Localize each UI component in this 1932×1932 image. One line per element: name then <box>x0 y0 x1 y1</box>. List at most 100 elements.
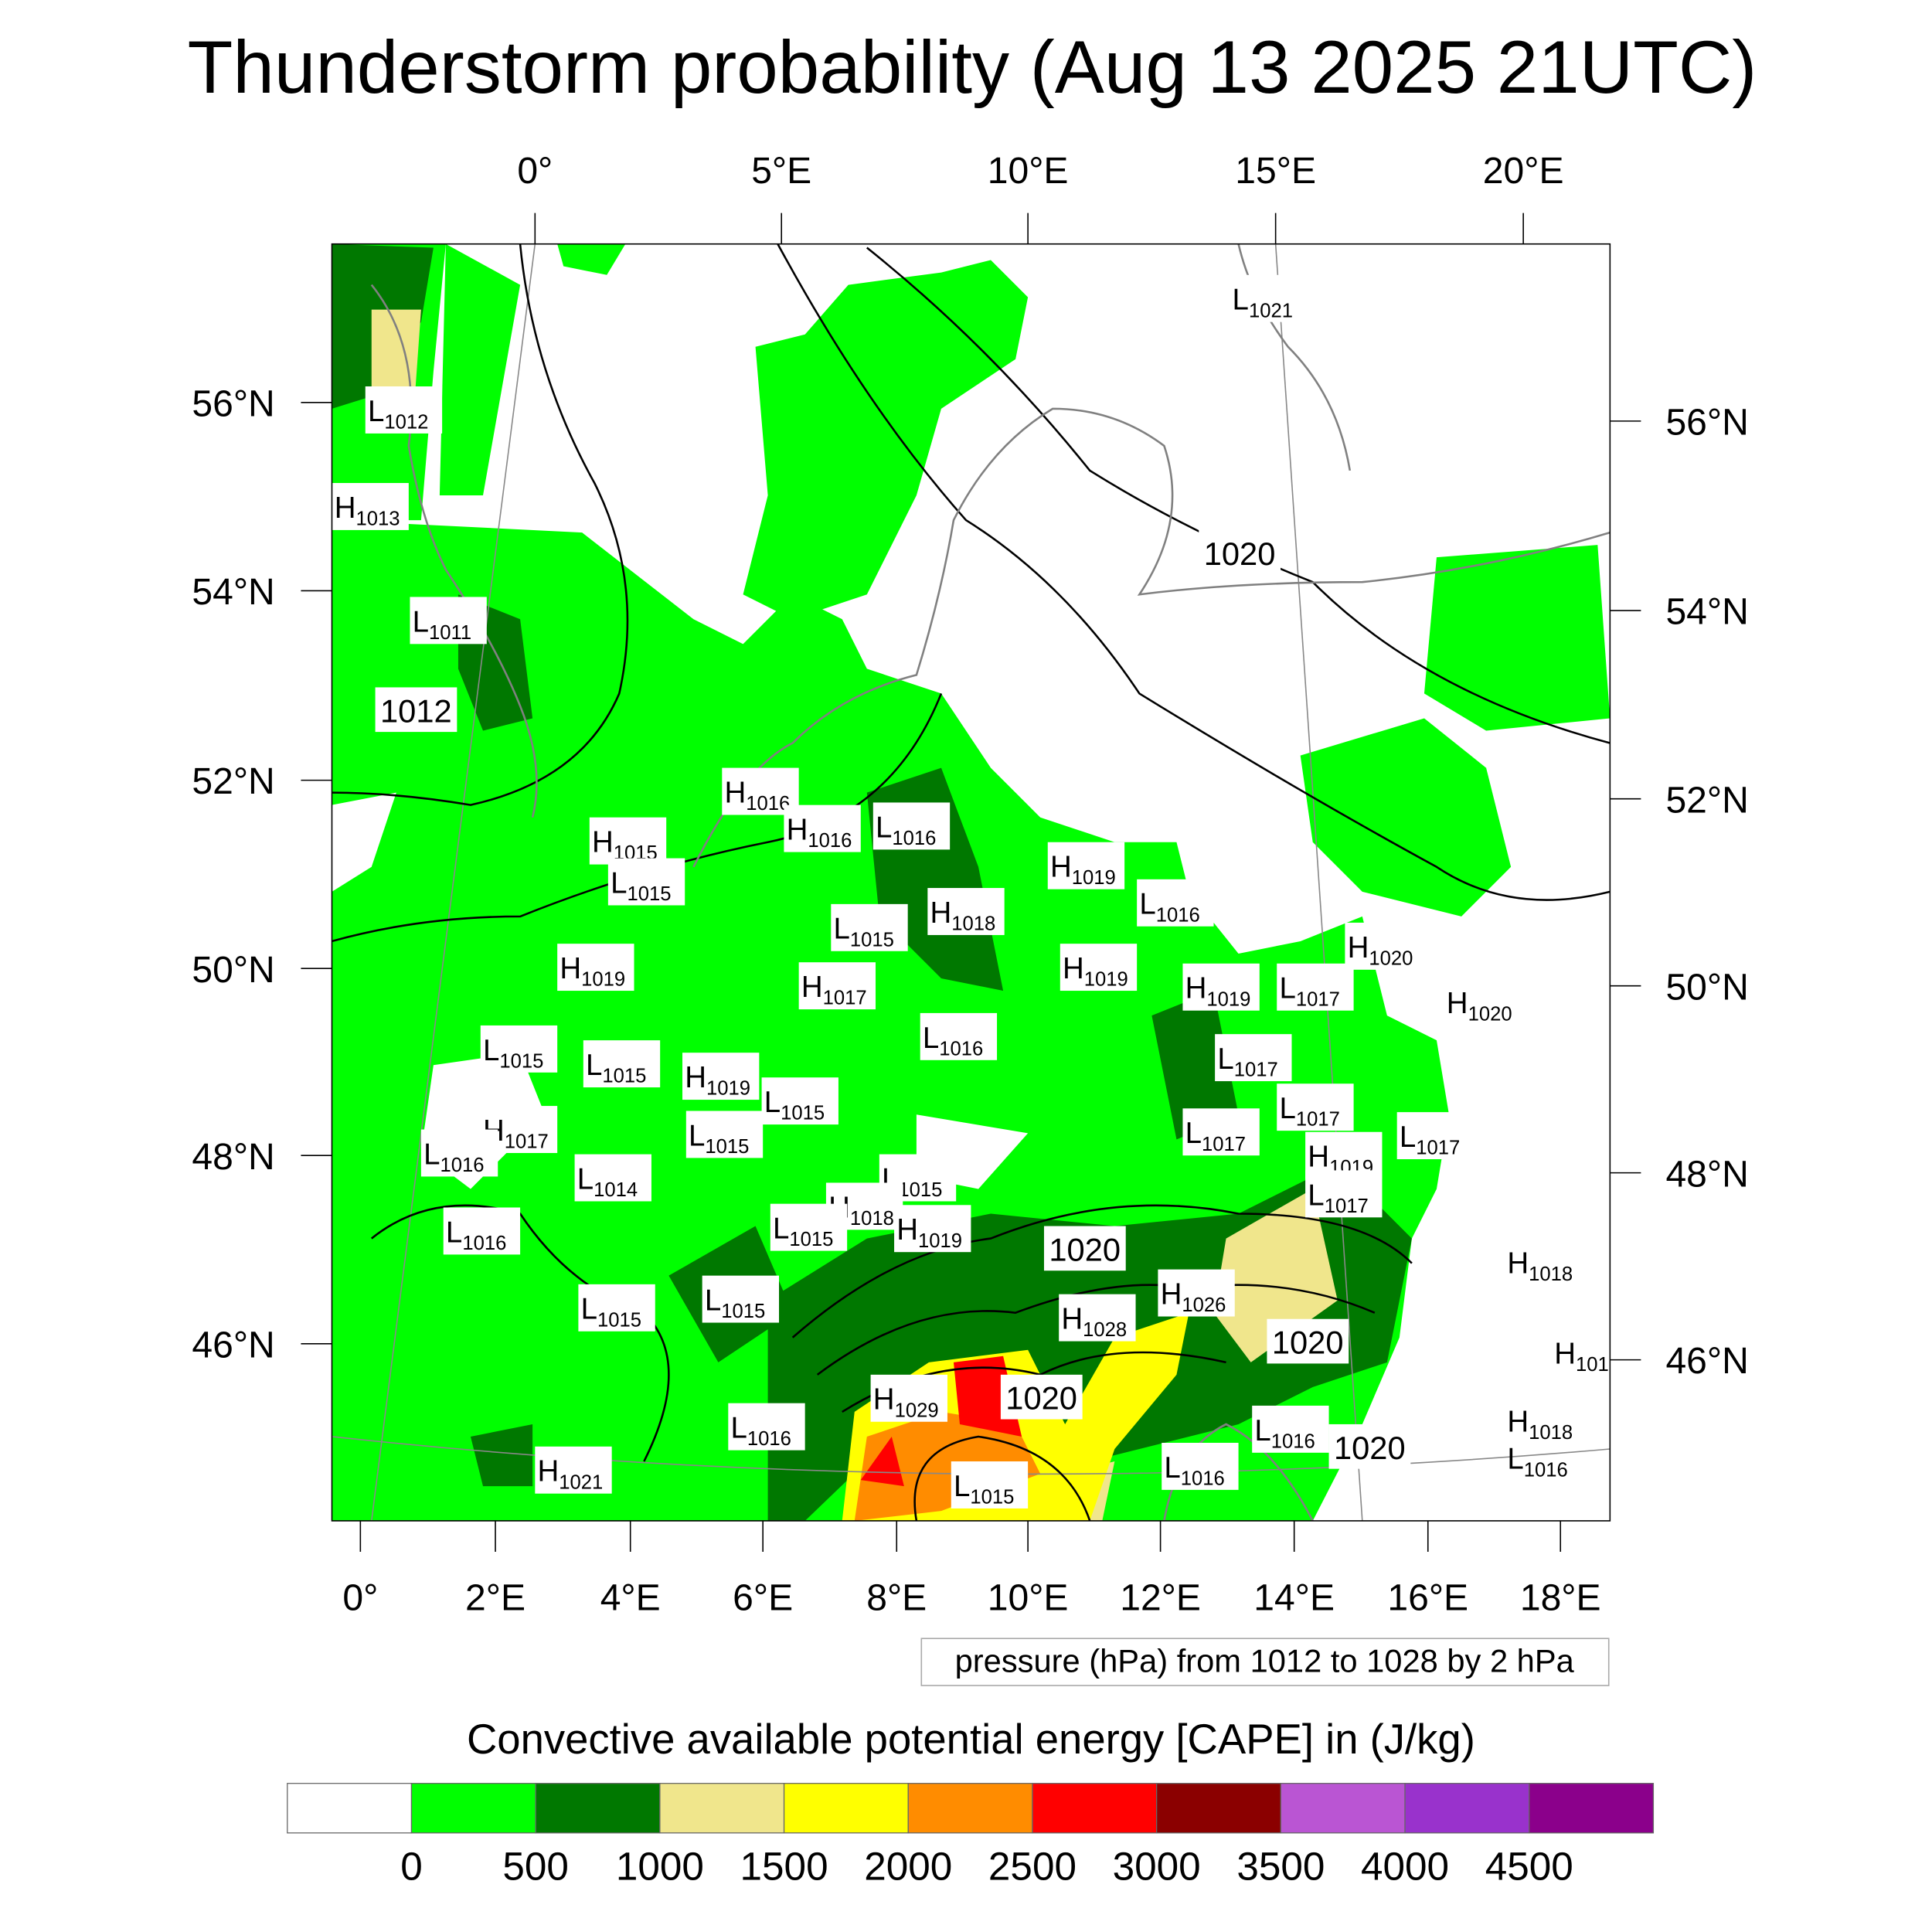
low-pressure-label: L1015 <box>770 1203 848 1251</box>
pressure-label-text: L1017 <box>1308 1179 1368 1217</box>
pressure-label-text: L1017 <box>1400 1121 1460 1159</box>
high-pressure-label: H1017 <box>798 962 876 1010</box>
pressure-label-text: 1020 <box>1049 1231 1121 1267</box>
axis-ticks <box>301 213 1641 1553</box>
pressure-label-text: L1015 <box>581 1293 641 1332</box>
bottom-lon-label: 4°E <box>600 1577 661 1618</box>
top-lon-label: 0° <box>517 150 553 192</box>
isobar-value-label: 1020 <box>1328 1423 1411 1469</box>
colorbar-tick-label: 4000 <box>1361 1845 1449 1889</box>
colorbar-tick-label: 500 <box>502 1845 569 1889</box>
low-pressure-label: L1014 <box>574 1154 651 1202</box>
pressure-label-text: H1020 <box>1447 987 1512 1026</box>
left-lat-label: 52°N <box>192 760 274 802</box>
pressure-label-text: L1015 <box>689 1119 749 1158</box>
contour-info-text: pressure (hPa) from 1012 to 1028 by 2 hP… <box>955 1642 1575 1679</box>
low-pressure-label: L1016 <box>872 802 951 850</box>
pressure-label-text: L1015 <box>611 866 671 905</box>
pressure-label-text: L1016 <box>731 1412 791 1451</box>
colorbar-swatch <box>1280 1783 1406 1834</box>
bottom-lon-label: 12°E <box>1120 1577 1201 1618</box>
colorbar-swatch <box>1156 1783 1281 1834</box>
pressure-label-text: 1020 <box>1334 1430 1406 1466</box>
low-pressure-label: L1016 <box>420 1129 498 1177</box>
pressure-label-text: L1016 <box>876 811 936 849</box>
low-pressure-label: L1015 <box>879 1154 957 1202</box>
pressure-label-text: L1016 <box>1507 1443 1567 1481</box>
pressure-label-text: H1026 <box>1161 1278 1226 1317</box>
colorbar-tick-label: 1000 <box>616 1845 704 1889</box>
low-pressure-label: L1015 <box>702 1275 780 1323</box>
high-pressure-label: H1026 <box>1158 1269 1235 1317</box>
low-pressure-label: L1015 <box>831 903 908 951</box>
contour-info-box: pressure (hPa) from 1012 to 1028 by 2 hP… <box>920 1638 1610 1686</box>
pressure-label-text: H1019 <box>685 1061 750 1100</box>
pressure-label-text: L1016 <box>446 1216 506 1254</box>
low-pressure-label: L1016 <box>728 1403 805 1451</box>
pressure-label-text: L1017 <box>1279 1092 1339 1131</box>
isobar-value-label: 1020 <box>1000 1374 1083 1420</box>
pressure-label-text: L1017 <box>1279 972 1339 1011</box>
bottom-lon-label: 16°E <box>1387 1577 1468 1618</box>
pressure-label-text: 1012 <box>380 692 452 729</box>
pressure-label-text: L1016 <box>423 1138 484 1176</box>
pressure-label-text: L1015 <box>483 1034 543 1073</box>
high-pressure-label: H1021 <box>535 1446 612 1494</box>
chart-title: Thunderstorm probability (Aug 13 2025 21… <box>188 26 1757 109</box>
right-lat-label: 46°N <box>1665 1340 1748 1382</box>
high-pressure-label: H1019 <box>682 1053 760 1100</box>
pressure-label-text: H1019 <box>1050 851 1116 889</box>
pressure-label-text: L1014 <box>577 1162 638 1201</box>
pressure-label-text: H1019 <box>1185 972 1251 1011</box>
low-pressure-label: L1015 <box>583 1040 661 1088</box>
high-pressure-label: H1018 <box>927 888 1005 935</box>
low-pressure-label: L1021 <box>1230 274 1307 322</box>
isobar-value-label: 1020 <box>1043 1226 1126 1271</box>
pressure-label-text: L1011 <box>413 605 472 644</box>
bottom-lon-label: 2°E <box>465 1577 526 1618</box>
low-pressure-label: L1016 <box>1162 1442 1239 1490</box>
colorbar-title: Convective available potential energy [C… <box>467 1716 1475 1763</box>
pressure-label-text: H1017 <box>801 971 867 1009</box>
bottom-lon-label: 10°E <box>988 1577 1069 1618</box>
top-lon-label: 10°E <box>988 150 1069 192</box>
colorbar-tick-label: 3500 <box>1236 1845 1325 1889</box>
pressure-label-text: 1020 <box>1204 536 1276 572</box>
right-lat-label: 48°N <box>1665 1153 1748 1195</box>
pressure-label-text: H1020 <box>1348 931 1413 970</box>
pressure-label-text: L1015 <box>954 1470 1014 1509</box>
axis-labels: 0° 5°E 10°E 15°E 20°E 0° 2°E 4°E 6°E 8°E 10°E 12°E 1… <box>192 150 1748 1618</box>
isobar-contours <box>332 243 1611 1521</box>
high-pressure-label: H1018 <box>1507 1406 1573 1444</box>
bottom-lon-label: 18°E <box>1520 1577 1601 1618</box>
bottom-lon-label: 14°E <box>1253 1577 1335 1618</box>
colorbar-swatch <box>1404 1783 1530 1834</box>
high-pressure-label: H1019 <box>894 1205 971 1253</box>
low-pressure-label: L1017 <box>1277 963 1354 1011</box>
pressure-label-text: 1020 <box>1272 1325 1344 1361</box>
colorbar-tick-label: 2000 <box>864 1845 952 1889</box>
pressure-label-text: L1015 <box>705 1284 765 1323</box>
colorbar-tick-label: 2500 <box>988 1845 1077 1889</box>
colorbar-tick-label: 4500 <box>1485 1845 1573 1889</box>
high-pressure-label: H1029 <box>870 1374 947 1422</box>
high-pressure-label: H1013 <box>332 483 409 530</box>
low-pressure-label: L1016 <box>443 1207 521 1255</box>
isobar-value-label: 1020 <box>1199 529 1281 575</box>
pressure-label-text: H1018 <box>930 896 996 935</box>
pressure-label-text: L1015 <box>764 1086 825 1124</box>
pressure-label-text: H1016 <box>725 776 791 815</box>
pressure-label-text: L1015 <box>773 1213 833 1251</box>
low-pressure-label: L1015 <box>951 1461 1029 1509</box>
isobar-value-label: 1020 <box>1267 1318 1349 1364</box>
top-lon-label: 5°E <box>751 150 811 192</box>
low-pressure-label: L1016 <box>1137 879 1214 927</box>
colorbar-swatch <box>659 1783 785 1834</box>
low-pressure-label: L1017 <box>1215 1034 1292 1082</box>
high-pressure-label: H1019 <box>1182 963 1260 1011</box>
colorbar-tick-label: 0 <box>400 1845 423 1889</box>
low-pressure-label: L1017 <box>1182 1108 1260 1156</box>
